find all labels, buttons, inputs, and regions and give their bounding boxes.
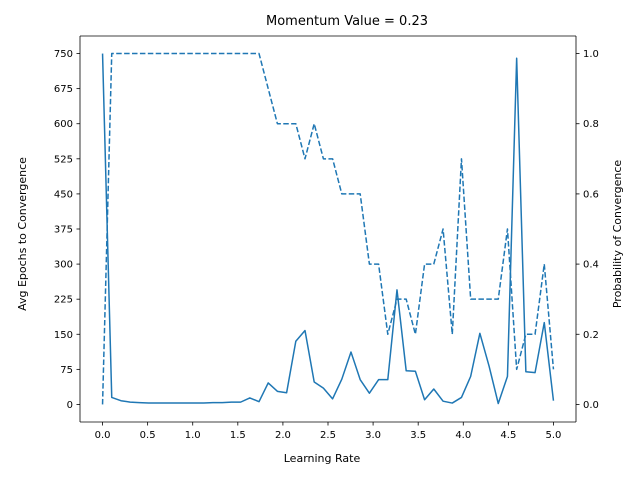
epochs-series-line xyxy=(101,53,555,405)
right-y-tick-label: 1.0 xyxy=(583,49,599,60)
left-y-tick-label: 750 xyxy=(54,49,73,60)
left-y-tick-label: 75 xyxy=(60,365,73,376)
left-y-tick-label: 375 xyxy=(54,225,73,236)
x-tick-label: 5.0 xyxy=(546,430,562,441)
left-y-tick-label: 450 xyxy=(54,189,73,200)
right-y-tick-label: 0.8 xyxy=(583,119,599,130)
right-y-axis-label: Probability of Convergence xyxy=(611,160,624,309)
right-y-tick-label: 0.2 xyxy=(583,330,599,341)
x-tick-label: 0.5 xyxy=(140,430,156,441)
left-y-tick-label: 300 xyxy=(54,260,73,271)
x-tick-label: 4.0 xyxy=(455,430,471,441)
chart-title: Momentum Value = 0.23 xyxy=(266,14,428,29)
left-y-axis-label: Avg Epochs to Convergence xyxy=(16,157,29,311)
plot-area: 0.0 0.5 1.0 1.5 2.0 2.5 3.0 3.5 4.0 4.5 5.0 0 75 150 2… xyxy=(54,35,599,441)
left-y-tick-label: 150 xyxy=(54,330,73,341)
left-y-tick-label: 0 xyxy=(67,400,73,411)
x-tick-label: 3.5 xyxy=(410,430,426,441)
x-tick-label: 2.0 xyxy=(275,430,291,441)
right-y-tick-label: 0.6 xyxy=(583,189,599,200)
left-y-tick-label: 525 xyxy=(54,154,73,165)
x-axis-label: Learning Rate xyxy=(284,452,361,465)
x-tick-label: 1.5 xyxy=(230,430,246,441)
left-y-tick-label: 225 xyxy=(54,295,73,306)
x-tick-label: 2.5 xyxy=(320,430,336,441)
right-y-tick-label: 0.0 xyxy=(583,400,599,411)
x-tick-label: 3.0 xyxy=(365,430,381,441)
right-y-tick-label: 0.4 xyxy=(583,260,599,271)
left-y-tick-label: 675 xyxy=(54,84,73,95)
left-y-tick-label: 600 xyxy=(54,119,73,130)
x-tick-label: 1.0 xyxy=(185,430,201,441)
x-tick-label: 4.5 xyxy=(500,430,516,441)
x-tick-label: 0.0 xyxy=(95,430,111,441)
